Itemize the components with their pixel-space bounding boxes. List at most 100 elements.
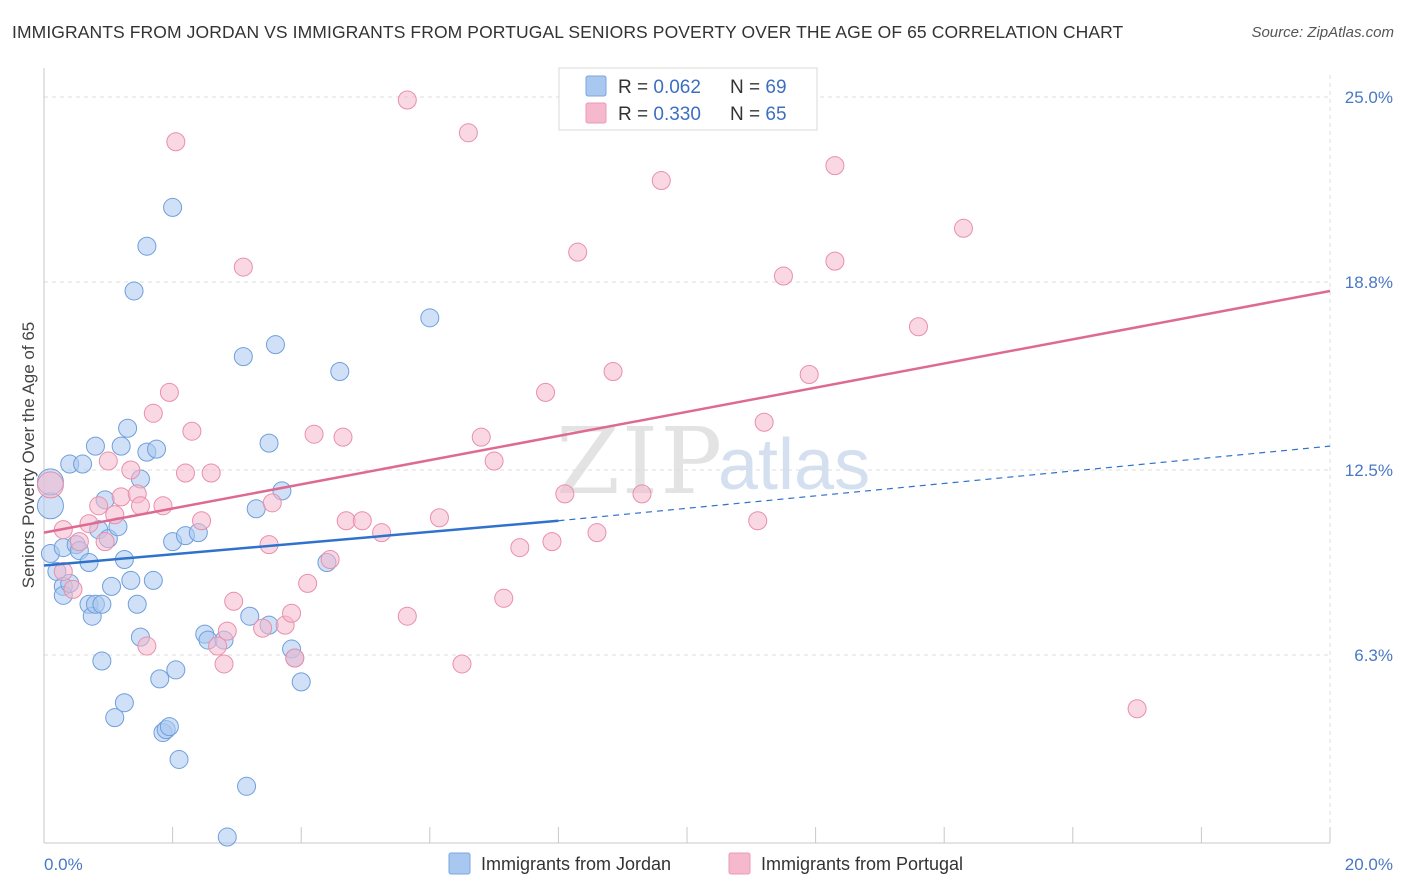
legend-row-jordan: R = 0.062 [618, 77, 701, 98]
point-portugal-44 [452, 654, 472, 674]
legend-r-label-portugal: R = [618, 104, 653, 125]
point-portugal-47 [484, 451, 504, 471]
x-tick-label-max: 20.0% [1345, 855, 1393, 874]
point-portugal-15 [143, 403, 163, 423]
point-portugal-23 [208, 636, 228, 656]
point-portugal-21 [192, 511, 212, 531]
point-portugal-60 [773, 266, 793, 286]
series-portugal-points [36, 90, 1147, 719]
point-jordan-16 [85, 436, 105, 456]
point-portugal-59 [754, 412, 774, 432]
legend-row-portugal: R = 0.330 [618, 104, 701, 125]
y-tick-label-2: 18.8% [1345, 273, 1393, 292]
point-portugal-34 [298, 573, 318, 593]
point-portugal-19 [175, 463, 195, 483]
series-legend: Immigrants from Jordan Immigrants from P… [448, 852, 963, 875]
point-jordan-52 [233, 347, 253, 367]
legend-swatch-jordan [585, 75, 607, 97]
y-axis-label: Seniors Poverty Over the Age of 65 [19, 322, 38, 588]
legend-r-label-jordan: R = [618, 77, 653, 98]
point-jordan-55 [246, 499, 266, 519]
point-portugal-39 [352, 511, 372, 531]
y-tick-label-1: 12.5% [1345, 461, 1393, 480]
point-portugal-14 [137, 636, 157, 656]
point-portugal-43 [429, 508, 449, 528]
point-jordan-65 [420, 308, 440, 328]
point-jordan-43 [163, 197, 183, 217]
point-portugal-4 [69, 532, 89, 552]
point-jordan-11 [73, 454, 93, 474]
point-portugal-57 [651, 171, 671, 191]
point-jordan-64 [330, 362, 350, 382]
point-portugal-64 [908, 317, 928, 337]
point-portugal-32 [282, 603, 302, 623]
point-jordan-29 [121, 570, 141, 590]
point-portugal-65 [953, 218, 973, 238]
point-portugal-22 [201, 463, 221, 483]
point-jordan-57 [259, 433, 279, 453]
point-portugal-52 [555, 484, 575, 504]
trend-line-jordan [43, 519, 559, 567]
point-portugal-17 [159, 382, 179, 402]
legend-r-value-portugal: 0.330 [653, 104, 701, 125]
point-portugal-49 [510, 538, 530, 558]
point-portugal-10 [111, 487, 131, 507]
point-portugal-33 [285, 648, 305, 668]
point-jordan-26 [114, 693, 134, 713]
point-portugal-56 [632, 484, 652, 504]
correlation-legend: R = 0.062 N = 69 R = 0.330 N = 65 [558, 67, 818, 131]
point-portugal-46 [471, 427, 491, 447]
point-jordan-37 [147, 439, 167, 459]
point-portugal-62 [825, 156, 845, 176]
bottom-legend-swatch-jordan [448, 852, 471, 875]
point-portugal-20 [182, 421, 202, 441]
point-jordan-38 [150, 669, 170, 689]
point-portugal-7 [95, 532, 115, 552]
x-tick-labels: 0.0% 20.0% [44, 855, 1393, 874]
point-portugal-48 [494, 588, 514, 608]
point-portugal-25 [217, 621, 237, 641]
legend-n-label-portugal: N = [730, 104, 765, 125]
legend-n-jordan: N = 69 [730, 77, 787, 98]
point-portugal-18 [166, 132, 186, 152]
point-jordan-45 [169, 749, 189, 769]
source-label: Source: ZipAtlas.com [1251, 24, 1394, 41]
point-jordan-23 [105, 708, 125, 728]
point-portugal-3 [63, 579, 83, 599]
axes [43, 68, 1331, 844]
point-portugal-0 [36, 471, 64, 499]
y-tick-label-0: 6.3% [1354, 646, 1393, 665]
trend-line-portugal [43, 289, 1331, 534]
point-jordan-41 [159, 717, 179, 737]
point-jordan-28 [118, 418, 138, 438]
point-portugal-63 [825, 251, 845, 271]
point-portugal-53 [568, 242, 588, 262]
point-jordan-36 [143, 570, 163, 590]
point-portugal-30 [262, 493, 282, 513]
bottom-legend-label-portugal: Immigrants from Portugal [761, 854, 963, 874]
legend-r-value-jordan: 0.062 [653, 77, 701, 98]
bottom-legend-label-jordan: Immigrants from Jordan [481, 854, 671, 874]
series-jordan-points [36, 197, 440, 847]
bottom-legend-swatch-portugal [728, 852, 751, 875]
legend-n-value-portugal: 65 [765, 104, 786, 125]
trend-line-jordan-extension [558, 445, 1331, 522]
point-jordan-35 [137, 236, 157, 256]
point-portugal-54 [587, 523, 607, 543]
point-jordan-30 [124, 281, 144, 301]
point-portugal-61 [799, 365, 819, 385]
y-tick-labels: 6.3% 12.5% 18.8% 25.0% [1345, 88, 1393, 665]
point-portugal-42 [397, 606, 417, 626]
point-portugal-40 [372, 523, 392, 543]
point-portugal-28 [253, 618, 273, 638]
point-portugal-51 [542, 532, 562, 552]
legend-n-portugal: N = 65 [730, 104, 787, 125]
point-portugal-27 [233, 257, 253, 277]
point-portugal-11 [121, 460, 141, 480]
y-tick-label-3: 25.0% [1345, 88, 1393, 107]
point-portugal-35 [304, 424, 324, 444]
point-jordan-31 [127, 594, 147, 614]
point-portugal-24 [214, 654, 234, 674]
point-jordan-19 [92, 594, 112, 614]
